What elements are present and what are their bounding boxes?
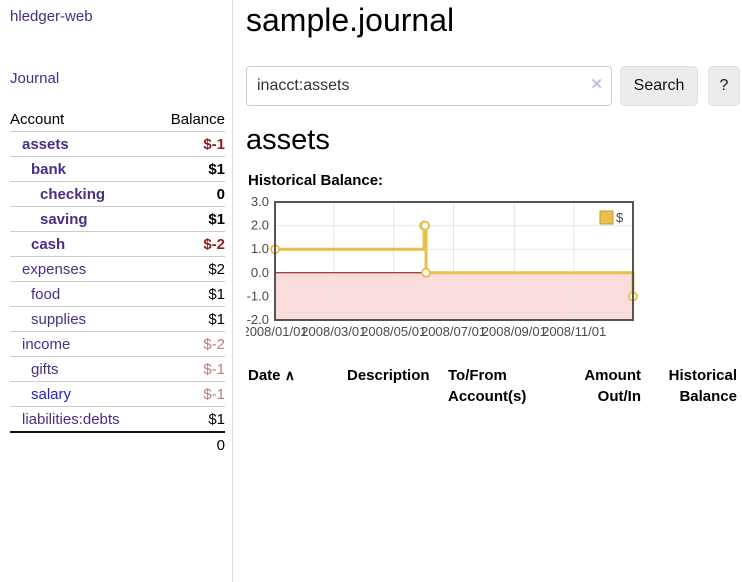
account-balance: $1 [208,210,225,228]
register-table: Date ∧ Description To/From Account(s) Am… [248,362,740,411]
tofrom-header-line1: To/From [448,367,507,384]
account-row: liabilities:debts $1 [10,406,225,431]
account-balance: $-1 [203,385,225,403]
account-row: checking 0 [10,181,225,206]
sort-ascending-icon: ∧ [284,367,295,383]
y-axis-tick-label: 2.0 [251,218,269,233]
register-header: Date ∧ Description To/From Account(s) Am… [248,362,740,411]
historical-header-line1: Historical [668,367,737,384]
description-column-header: Description [347,367,430,384]
chart-frame [274,201,634,321]
amount-header-line1: Amount [584,367,641,384]
account-row: saving $1 [10,206,225,231]
account-tree: Account Balance assets $-1 bank $1 checking 0… [10,107,225,457]
account-balance: $-2 [203,235,225,253]
tofrom-column-header: To/From Account(s) [448,362,562,411]
account-total-row: 0 [10,431,225,457]
account-row: gifts $-1 [10,356,225,381]
date-header-label: Date [248,367,281,384]
account-balance: $1 [208,285,225,303]
y-axis-tick-label: 1.0 [251,241,269,256]
account-balance: 0 [216,185,225,203]
account-link[interactable]: salary [31,385,72,403]
tofrom-header-line2: Account(s) [448,388,527,405]
account-link[interactable]: assets [22,135,69,153]
account-balance: $1 [208,310,225,328]
account-heading: assets [246,124,330,156]
search-input[interactable] [246,66,612,106]
chart-heading: Historical Balance: [248,172,384,189]
page-title: sample.journal [246,2,455,38]
amount-header-line2: Out/In [597,388,641,405]
data-point-marker [421,267,432,278]
help-button[interactable]: ? [708,66,740,106]
account-row: assets $-1 [10,131,225,156]
x-axis-tick-label: 2008/03/01 [301,324,366,339]
legend-label: $ [616,210,624,225]
search-bar: ✕ Search ? [246,66,740,106]
x-axis-tick-label: 2008/07/01 [421,324,486,339]
account-link[interactable]: gifts [31,360,59,378]
x-axis-tick-label: 2008/05/01 [361,324,426,339]
historical-header-line2: Balance [679,388,737,405]
account-balance: $-1 [203,135,225,153]
legend-swatch [599,210,614,225]
y-axis-tick-label: -2.0 [247,312,269,327]
main-content: sample.journal ✕ Search ? assets Histori… [246,0,742,582]
clear-search-icon[interactable]: ✕ [590,76,603,93]
account-link[interactable]: food [31,285,61,303]
account-tree-header: Account Balance [10,107,225,131]
search-button[interactable]: Search [620,66,698,106]
account-row: supplies $1 [10,306,225,331]
account-link[interactable]: liabilities:debts [22,410,120,428]
account-link[interactable]: income [22,335,71,353]
account-link[interactable]: expenses [22,260,87,278]
account-link[interactable]: cash [31,235,66,253]
x-axis-tick-label: 2008/09/01 [482,324,547,339]
data-point-marker [420,220,431,231]
y-axis-tick-label: -1.0 [247,288,269,303]
balance-column-header: Balance [170,110,225,128]
account-link[interactable]: supplies [31,310,87,328]
account-balance: $-2 [203,335,225,353]
total-balance: 0 [216,436,225,454]
account-balance: $1 [208,160,225,178]
x-axis-tick-label: 2008/11/01 [542,324,606,339]
account-row: bank $1 [10,156,225,181]
account-row: expenses $2 [10,256,225,281]
date-column-header[interactable]: Date ∧ [248,362,347,411]
account-balance: $-1 [203,360,225,378]
x-axis-tick-label: 2008/01/01 [246,324,308,339]
account-row: income $-2 [10,331,225,356]
historical-balance-chart: $3.0 2.0 1.0 0.0 -1.0 -2.02008/01/012008/03/0… [246,196,638,339]
account-row: cash $-2 [10,231,225,256]
account-row: salary $-1 [10,381,225,406]
account-link[interactable]: checking [40,185,106,203]
sidebar: hledger-web Journal Account Balance asse… [0,0,233,582]
historical-column-header: Historical Balance [644,362,740,411]
sidebar-item-journal[interactable]: Journal [10,70,60,87]
search-box: ✕ [246,66,612,106]
amount-column-header: Amount Out/In [562,362,644,411]
account-column-header: Account [10,110,65,128]
account-link[interactable]: saving [40,210,88,228]
account-balance: $2 [208,260,225,278]
account-tree-rows: assets $-1 bank $1 checking 0 saving $1 cash $-2 e… [10,131,225,431]
account-link[interactable]: bank [31,160,67,178]
y-axis-tick-label: 0.0 [251,265,269,280]
y-axis-tick-label: 3.0 [251,196,269,209]
brand-link[interactable]: hledger-web [10,8,93,25]
account-balance: $1 [208,410,225,428]
account-row: food $1 [10,281,225,306]
